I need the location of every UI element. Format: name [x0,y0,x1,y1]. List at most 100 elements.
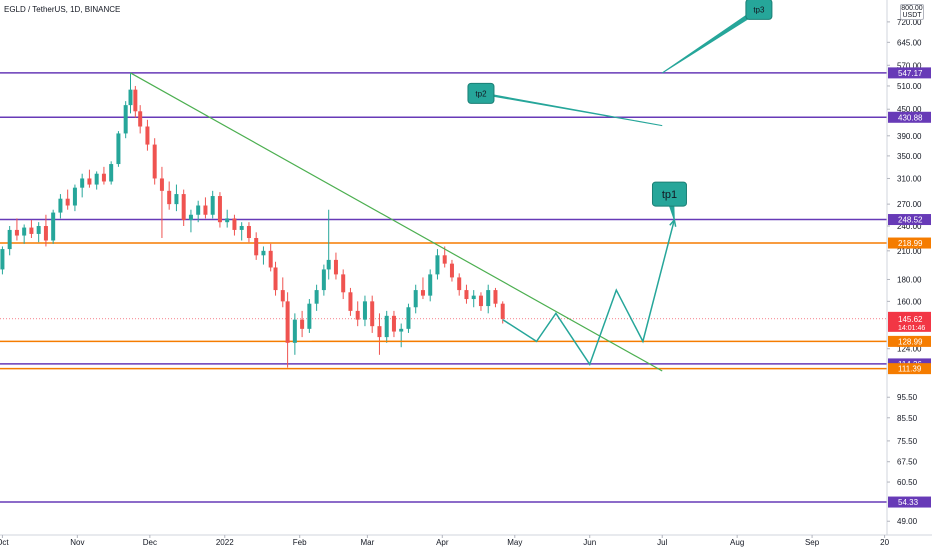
time-tick-label: Aug [730,538,744,547]
candle-body [43,226,48,241]
candle-body [0,249,5,270]
level-tag [888,237,931,249]
candle-body [217,196,222,223]
candle-body [273,267,278,291]
candle-body [449,263,454,278]
candle-body [355,310,360,320]
candle-body [133,89,138,112]
price-tick-label: 270.00 [897,200,922,209]
price-tick-label: 160.00 [897,297,922,306]
time-tick-label: 2022 [216,538,234,547]
candle-body [51,212,56,241]
candle-body [80,178,85,188]
level-tag [888,67,931,79]
candle-body [435,255,440,275]
projected-path [502,219,676,366]
candle-body [268,250,273,268]
candle-body [300,319,305,329]
currency-top-value: 800.00 [901,5,923,12]
price-axis[interactable]: 720.00 645.00 570.00 510.00 450.00 390.00 350.… [886,0,931,535]
trendline [130,72,663,372]
time-tick-label: 20 [880,538,889,547]
candle-body [384,315,389,338]
candle-body [500,303,505,319]
candle-body [399,328,404,332]
time-tick-label: Nov [70,538,84,547]
candle-body [232,218,237,230]
candle-body [413,290,418,308]
candle-body [246,226,251,239]
candle-body [362,301,367,320]
price-tick-label: 310.00 [897,174,922,183]
candle-body [29,227,34,234]
candle-body [333,259,338,275]
target-box [467,82,495,104]
candle-body [261,250,266,256]
candle-body [167,190,172,205]
candle-body [457,277,462,291]
candle-body [307,303,312,329]
price-tick-label: 450.00 [897,105,922,114]
price-tick-label: 49.00 [897,517,918,526]
level-tag-label: 54.33 [898,498,919,507]
candle-body [87,178,92,185]
candle-body [377,326,382,338]
price-tick-label: 60.50 [897,478,918,487]
candle-body [254,238,259,256]
level-tag [888,111,931,123]
candle-body [94,173,99,185]
price-tick-label: 67.50 [897,458,918,467]
candle-body [464,290,469,300]
level-tag [888,363,931,375]
price-tick-label: 210.00 [897,247,922,256]
currency-unit: USDT [902,12,922,19]
level-tag-label: 547.17 [898,69,923,78]
candle-body [326,259,331,270]
price-tick-label: 124.00 [897,345,922,354]
target-box [745,0,773,20]
time-axis[interactable]: Oct Nov Dec 2022 Feb Mar Apr May Jun Jul Aug Sep 20 [0,534,932,547]
target-label: tp2 [475,89,487,98]
target-box [651,181,687,207]
level-tag [888,496,931,508]
time-tick-label: Dec [143,538,157,547]
target-pointer [476,92,663,127]
candle-body [109,164,114,182]
candle-body [188,214,193,220]
time-tick-label: May [507,538,522,547]
price-tick-label: 180.00 [897,275,922,284]
last-price-countdown: 14:01:46 [898,325,925,332]
currency-selector[interactable]: 800.00 USDT [900,4,924,20]
candle-body [72,187,77,206]
time-tick-label: Mar [360,538,374,547]
candle-body [391,315,396,332]
price-tick-label: 240.00 [897,222,922,231]
candle-body [285,301,290,343]
candle-body [292,319,297,343]
candle-body [493,290,498,304]
level-tag [888,214,931,226]
candle-body [7,229,12,250]
candle-body [478,295,483,307]
candle-body [471,295,476,300]
time-tick-label: Jun [583,538,596,547]
level-tag-label: 248.52 [898,216,923,225]
level-tag [888,335,931,347]
price-tick-label: 720.00 [897,18,922,27]
price-tick-label: 75.50 [897,437,918,446]
candle-body [239,226,244,230]
candle-body [116,133,121,165]
level-tag-label: 128.99 [898,337,923,346]
candle-body [370,301,375,327]
candle-body [145,126,150,145]
candle-body [65,198,70,206]
candle-body [138,111,143,127]
candle-body [341,274,346,293]
candle-body [22,227,27,236]
level-tag-label: 430.88 [898,113,923,122]
price-tick-label: 390.00 [897,132,922,141]
price-tick-label: 570.00 [897,61,922,70]
time-tick-label: Apr [436,538,449,547]
drawings: tp1 tp2 tp3 [130,0,773,372]
